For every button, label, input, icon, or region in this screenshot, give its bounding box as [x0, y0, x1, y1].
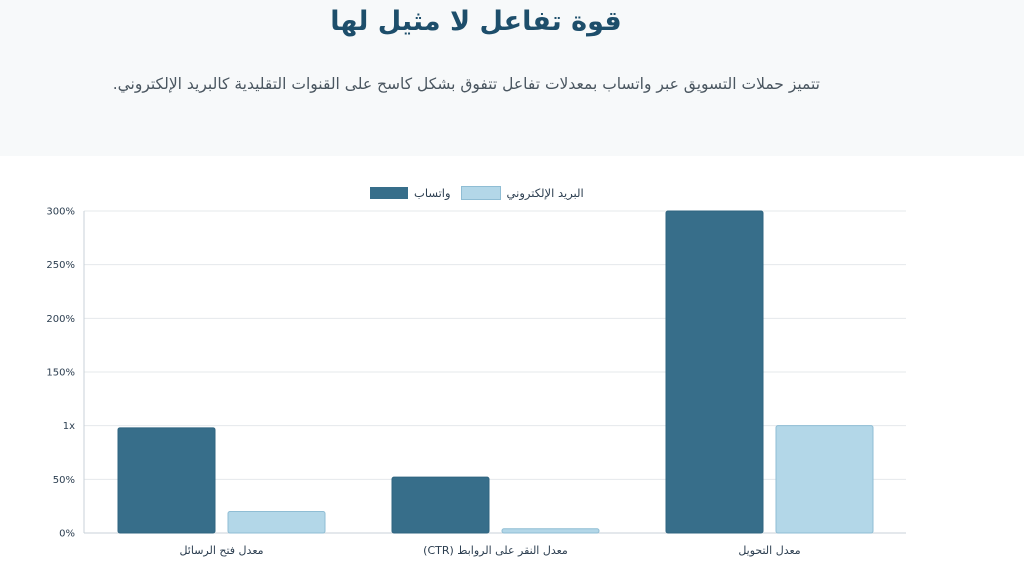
- y-tick-label: 200%: [46, 314, 75, 325]
- legend-swatch-whatsapp: [370, 187, 408, 199]
- x-tick-label: معدل التحويل: [738, 544, 800, 557]
- legend-label-whatsapp: واتساب: [414, 186, 451, 200]
- legend-swatch-email: [460, 186, 501, 200]
- legend-item-email[interactable]: البريد الإلكتروني: [460, 186, 584, 200]
- legend-label-email: البريد الإلكتروني: [506, 186, 584, 200]
- bar: [117, 427, 216, 534]
- legend-item-whatsapp[interactable]: واتساب: [370, 186, 451, 200]
- chart-legend: البريد الإلكتروني واتساب: [370, 186, 584, 200]
- y-tick-label: 0%: [59, 529, 75, 540]
- bar: [227, 511, 326, 534]
- page-subtitle: تتميز حملات التسويق عبر واتساب بمعدلات ت…: [112, 75, 820, 93]
- y-tick-label: 250%: [46, 260, 75, 271]
- y-tick-label: 50%: [53, 475, 75, 486]
- hero-section: قوة تفاعل لا مثيل لها تتميز حملات التسوي…: [0, 0, 1024, 156]
- bar: [501, 528, 600, 534]
- x-tick-label: معدل فتح الرسائل: [179, 544, 263, 557]
- bar: [665, 210, 764, 534]
- bar: [775, 425, 874, 534]
- x-tick-label: معدل النقر على الروابط (CTR): [423, 544, 568, 557]
- bar: [391, 476, 490, 534]
- y-tick-label: 150%: [46, 368, 75, 379]
- y-tick-label: 1x: [63, 421, 75, 432]
- y-tick-label: 300%: [46, 207, 75, 218]
- page-title: قوة تفاعل لا مثيل لها: [330, 6, 622, 37]
